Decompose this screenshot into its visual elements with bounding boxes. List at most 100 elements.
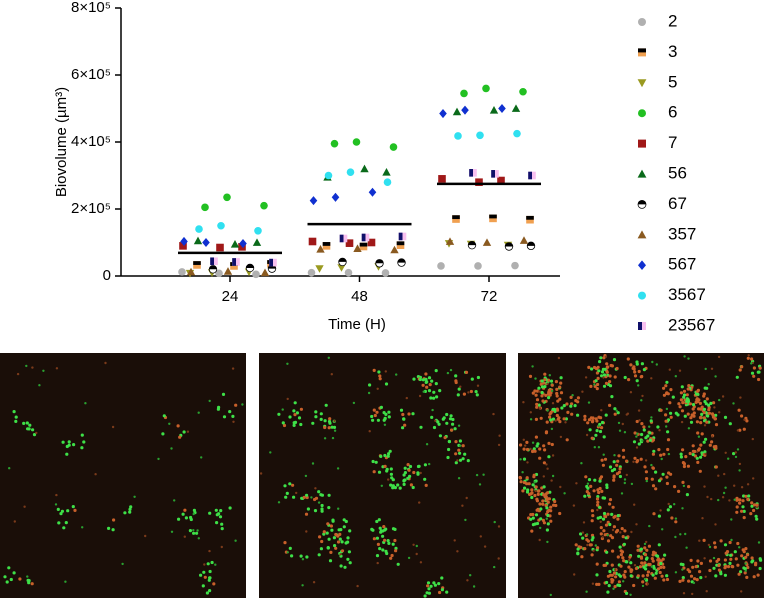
cell [342, 518, 346, 522]
cell [654, 487, 658, 491]
cell [521, 471, 524, 474]
cell [333, 544, 337, 548]
data-point [315, 265, 324, 273]
cell [703, 386, 707, 390]
cell [686, 412, 690, 416]
cell [740, 590, 743, 593]
cell [643, 542, 647, 546]
cell [377, 518, 381, 522]
cell [402, 417, 406, 421]
cell [214, 508, 218, 512]
cell [538, 456, 542, 460]
cell [295, 491, 298, 495]
cell [709, 401, 713, 405]
cell [555, 407, 559, 411]
cell [743, 418, 746, 421]
cell [688, 402, 693, 406]
cell [208, 576, 212, 580]
cell [645, 479, 648, 483]
cell [628, 555, 632, 559]
cell [703, 557, 706, 560]
cell [553, 499, 557, 504]
cell [421, 383, 425, 387]
cell [590, 519, 594, 523]
cell [700, 432, 704, 436]
cell [591, 514, 595, 518]
marker-half [398, 232, 403, 241]
cell [681, 461, 686, 465]
cell [456, 459, 459, 462]
cell [616, 583, 620, 587]
marker-half [322, 242, 331, 246]
cell [698, 416, 703, 420]
cell [8, 467, 11, 470]
cell [701, 517, 704, 520]
cell [26, 575, 29, 578]
cell [638, 419, 641, 422]
cell [571, 394, 574, 397]
cell [757, 370, 761, 374]
cell [42, 369, 45, 372]
cell [644, 459, 648, 462]
cell [750, 504, 754, 508]
cell [199, 573, 203, 577]
cell [569, 404, 573, 408]
cell [662, 565, 666, 570]
cell [651, 452, 656, 456]
cell [5, 580, 9, 584]
cell [687, 485, 691, 489]
cell [635, 446, 639, 449]
cell [426, 581, 431, 585]
cell [741, 505, 745, 509]
cell [644, 567, 648, 571]
cell [524, 444, 527, 447]
cell [192, 508, 196, 512]
cell [206, 562, 210, 566]
cell [613, 585, 617, 589]
cell [665, 574, 669, 578]
cell [157, 457, 160, 461]
cell [339, 553, 342, 556]
cell [699, 561, 704, 566]
cell [689, 420, 694, 424]
cell [600, 409, 603, 412]
cell [329, 550, 333, 555]
data-point [337, 264, 346, 272]
cell [529, 517, 533, 521]
cell [601, 463, 606, 467]
cell [393, 486, 397, 490]
cell [57, 521, 61, 525]
cell [642, 425, 646, 429]
cell [619, 549, 623, 553]
cell [744, 569, 747, 572]
cell [549, 410, 553, 415]
data-point [368, 187, 377, 197]
cell [752, 503, 757, 507]
cell [674, 571, 678, 574]
cell [542, 475, 545, 478]
cell [387, 415, 391, 419]
cell [655, 363, 658, 366]
cell [572, 504, 576, 507]
cell [665, 391, 669, 396]
cell [755, 517, 759, 521]
cell [746, 553, 750, 557]
cell [651, 484, 656, 488]
cell [533, 449, 537, 453]
cell [585, 433, 589, 437]
cell [379, 529, 383, 533]
cell [752, 508, 756, 513]
cell [743, 567, 747, 571]
cell [547, 396, 551, 400]
cell [638, 565, 643, 569]
cell [681, 576, 685, 580]
cell [299, 422, 303, 427]
cell [608, 374, 612, 378]
legend-marker [638, 109, 646, 118]
cell [330, 425, 334, 429]
cell [344, 541, 348, 545]
cell [446, 455, 450, 460]
cell [646, 582, 649, 586]
cell [28, 423, 32, 427]
cell [311, 421, 315, 425]
